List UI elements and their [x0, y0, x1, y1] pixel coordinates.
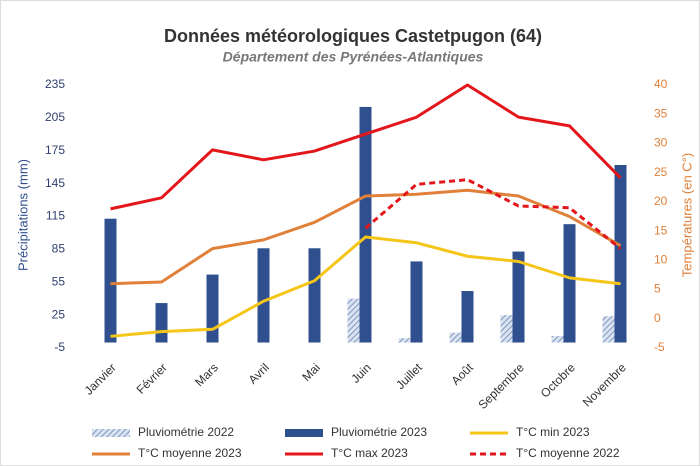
- legend-label: T°C min 2023: [516, 425, 590, 439]
- bar: [449, 332, 462, 343]
- y-tick-label: 235: [45, 77, 65, 91]
- y-tick-label: 25: [52, 307, 66, 321]
- bar: [563, 224, 576, 343]
- bar: [359, 106, 372, 343]
- y2-tick-label: -5: [654, 340, 665, 354]
- y-tick-label: 175: [45, 143, 65, 157]
- y-tick-label: 55: [52, 274, 66, 288]
- bar: [155, 303, 168, 343]
- y2-tick-label: 20: [654, 194, 668, 208]
- bar: [206, 274, 219, 343]
- bar: [257, 248, 270, 343]
- y-tick-label: -5: [54, 340, 65, 354]
- y-axis-title: Précipitations (mm): [15, 159, 30, 271]
- chart-title: Données météorologiques Castetpugon (64): [164, 26, 542, 46]
- y2-axis-title: Températures (en C°): [679, 153, 694, 277]
- line: [110, 235, 621, 338]
- bar: [104, 218, 117, 343]
- y2-tick-label: 40: [654, 77, 668, 91]
- bar: [398, 338, 411, 343]
- legend-swatch: [285, 429, 323, 437]
- legend-label: T°C moyenne 2022: [516, 446, 620, 460]
- bar: [551, 335, 564, 343]
- legend-label: T°C max 2023: [331, 446, 408, 460]
- line: [110, 83, 622, 211]
- line: [110, 188, 622, 286]
- y2-tick-label: 30: [654, 136, 668, 150]
- bar: [347, 298, 360, 343]
- bar: [512, 251, 525, 343]
- y-tick-label: 205: [45, 110, 65, 124]
- y2-tick-label: 5: [654, 282, 661, 296]
- chart-subtitle: Département des Pyrénées-Atlantiques: [223, 49, 484, 65]
- y2-tick-label: 35: [654, 106, 668, 120]
- legend-label: T°C moyenne 2023: [138, 446, 242, 460]
- legend-label: Pluviométrie 2022: [138, 425, 234, 439]
- y2-tick-label: 25: [654, 165, 668, 179]
- bar: [602, 316, 615, 343]
- bar: [410, 261, 423, 343]
- y-tick-label: 115: [46, 209, 65, 223]
- bar: [500, 315, 513, 343]
- bar: [461, 291, 474, 343]
- bar: [308, 248, 321, 343]
- y-tick-label: 85: [52, 242, 66, 256]
- y2-tick-label: 0: [654, 311, 661, 325]
- y-tick-label: 145: [45, 176, 65, 190]
- legend-swatch: [92, 429, 130, 437]
- bar: [614, 164, 627, 343]
- legend-label: Pluviométrie 2023: [331, 425, 427, 439]
- y2-tick-label: 15: [654, 223, 668, 237]
- y2-tick-label: 10: [654, 253, 668, 267]
